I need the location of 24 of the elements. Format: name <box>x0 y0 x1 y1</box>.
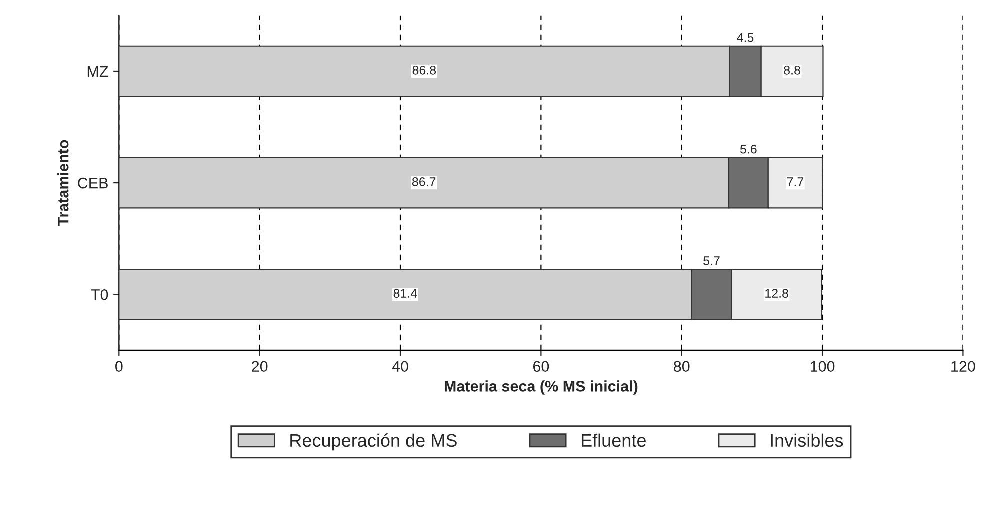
x-tick-label: 20 <box>252 361 268 372</box>
legend-label: Recuperación de MS <box>290 434 457 451</box>
x-tick-label: 0 <box>116 361 123 372</box>
x-tick-label: 80 <box>674 361 690 372</box>
data-label: 4.5 <box>737 34 754 42</box>
data-label: 8.8 <box>784 66 800 75</box>
legend-label: Invisibles <box>771 434 844 448</box>
y-tick-label: MZ <box>88 66 108 78</box>
data-label: 86.7 <box>412 178 436 186</box>
data-label: 7.7 <box>787 178 804 186</box>
y-tick-label: CEB <box>78 178 108 189</box>
y-tick-label: T0 <box>91 289 108 300</box>
x-tick-label: 120 <box>952 361 976 372</box>
x-axis-title: Materia seca (% MS inicial) <box>444 380 638 395</box>
data-label: 86.8 <box>412 66 436 75</box>
data-label: 81.4 <box>394 289 418 298</box>
data-label: 5.7 <box>704 256 720 266</box>
legend-label: Efluente <box>582 434 646 448</box>
x-tick-label: 60 <box>533 361 550 372</box>
x-tick-label: 100 <box>810 361 835 372</box>
y-axis-title: Tratamiento <box>58 140 69 226</box>
data-label: 5.6 <box>740 144 757 154</box>
data-label: 12.8 <box>766 289 788 298</box>
x-tick-label: 40 <box>392 361 408 372</box>
